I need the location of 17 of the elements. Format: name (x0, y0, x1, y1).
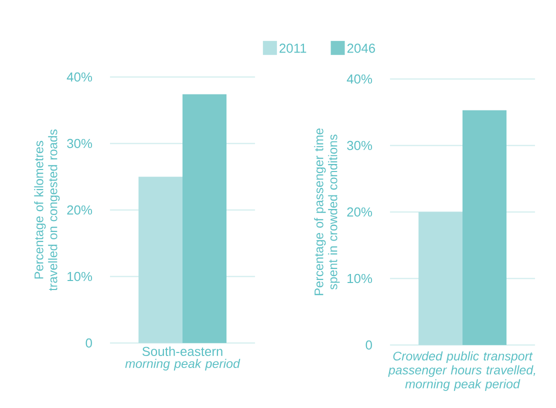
y-tick-label: 40% (346, 74, 372, 84)
y-tick-label: 40% (66, 72, 92, 82)
x-tick-label: South-eastern (142, 346, 222, 356)
y-axis-title: Percentage of passenger time spent in crowded conditions (314, 128, 340, 296)
y-tick-label: 10% (348, 274, 372, 284)
x-axis-title: morning peak period (125, 358, 240, 370)
y-axis-title: Percentage of kilometres travelled on congested roads (34, 129, 60, 291)
legend-label: 2046 (347, 44, 375, 53)
x-axis-title: Crowded public transport passenger hours travelled, morning peak period (388, 351, 536, 391)
y-tick-label: 0 (366, 340, 372, 350)
legend-label: 2011 (280, 44, 306, 53)
y-tick-label: 20% (67, 205, 92, 215)
y-tick-label: 0 (86, 338, 92, 348)
y-tick-label: 20% (347, 207, 372, 217)
y-tick-label: 30% (347, 140, 372, 150)
y-tick-label: 10% (68, 272, 92, 282)
y-tick-label: 30% (67, 138, 92, 148)
